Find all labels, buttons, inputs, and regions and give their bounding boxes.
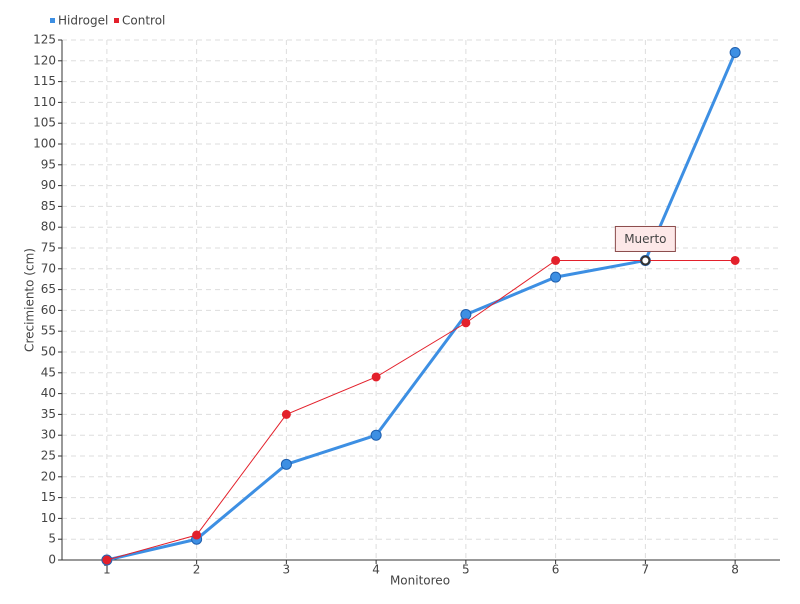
y-tick-label: 75 xyxy=(41,241,56,255)
y-tick-label: 115 xyxy=(33,74,56,88)
y-tick-label: 15 xyxy=(41,490,56,504)
y-tick-label: 40 xyxy=(41,386,56,400)
x-tick-label: 7 xyxy=(642,563,650,577)
y-tick-label: 35 xyxy=(41,407,56,421)
x-tick-label: 6 xyxy=(552,563,560,577)
y-tick-label: 100 xyxy=(33,137,56,151)
data-point xyxy=(192,530,202,540)
data-point xyxy=(461,318,471,328)
y-tick-label: 25 xyxy=(41,449,56,463)
y-tick-label: 50 xyxy=(41,345,56,359)
series-line xyxy=(106,259,736,561)
data-point xyxy=(281,409,291,419)
y-tick-label: 10 xyxy=(41,511,56,525)
legend-swatch xyxy=(50,18,55,23)
y-tick-label: 85 xyxy=(41,199,56,213)
y-tick-label: 0 xyxy=(48,553,56,567)
y-tick-label: 95 xyxy=(41,157,56,171)
x-tick-label: 3 xyxy=(283,563,291,577)
y-tick-label: 20 xyxy=(41,469,56,483)
y-tick-label: 60 xyxy=(41,303,56,317)
y-axis-label: Crecimiento (cm) xyxy=(23,248,37,352)
data-point xyxy=(550,271,562,283)
data-point xyxy=(730,255,740,265)
legend-label: Control xyxy=(122,14,165,28)
data-point xyxy=(371,372,381,382)
legend-swatch xyxy=(114,18,119,23)
y-tick-label: 80 xyxy=(41,220,56,234)
data-point xyxy=(551,255,561,265)
y-tick-label: 30 xyxy=(41,428,56,442)
x-tick-label: 8 xyxy=(731,563,739,577)
x-tick-label: 1 xyxy=(103,563,111,577)
x-tick-label: 5 xyxy=(462,563,470,577)
y-tick-label: 120 xyxy=(33,53,56,67)
data-point xyxy=(729,46,741,58)
y-tick-label: 55 xyxy=(41,324,56,338)
y-tick-label: 90 xyxy=(41,178,56,192)
y-tick-label: 125 xyxy=(33,33,56,47)
y-tick-label: 5 xyxy=(48,532,56,546)
y-tick-label: 65 xyxy=(41,282,56,296)
x-tick-label: 4 xyxy=(372,563,380,577)
data-point xyxy=(460,309,472,321)
x-tick-label: 2 xyxy=(193,563,201,577)
annotation-marker xyxy=(640,255,651,266)
y-tick-label: 110 xyxy=(33,95,56,109)
data-point xyxy=(102,555,112,565)
data-point xyxy=(370,429,382,441)
data-point xyxy=(280,458,292,470)
y-tick-label: 70 xyxy=(41,261,56,275)
x-axis-label: Monitoreo xyxy=(390,574,450,588)
legend-label: Hidrogel xyxy=(58,14,108,28)
y-tick-label: 105 xyxy=(33,116,56,130)
series-line xyxy=(106,51,737,562)
annotation-text: Muerto xyxy=(624,232,666,246)
annotation-box xyxy=(614,225,676,252)
y-tick-label: 45 xyxy=(41,365,56,379)
